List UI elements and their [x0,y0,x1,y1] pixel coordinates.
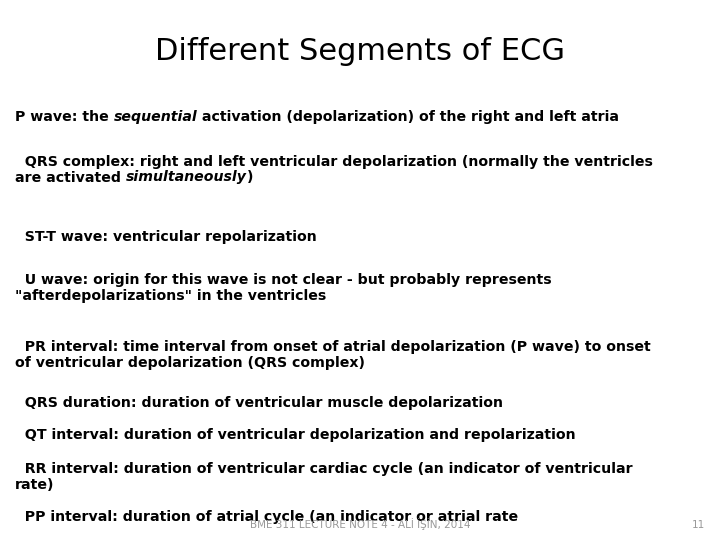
Text: PR interval: time interval from onset of atrial depolarization (P wave) to onset: PR interval: time interval from onset of… [15,340,651,370]
Text: BME 311 LECTURE NOTE 4 - ALİ İŞİN, 2014: BME 311 LECTURE NOTE 4 - ALİ İŞİN, 2014 [250,518,470,530]
Text: QT interval: duration of ventricular depolarization and repolarization: QT interval: duration of ventricular dep… [15,428,575,442]
Text: ST-T wave: ventricular repolarization: ST-T wave: ventricular repolarization [15,230,317,244]
Text: simultaneously: simultaneously [126,170,247,184]
Text: U wave: origin for this wave is not clear - but probably represents
"afterdepola: U wave: origin for this wave is not clea… [15,273,552,303]
Text: P wave: the: P wave: the [15,110,114,124]
Text: Different Segments of ECG: Different Segments of ECG [155,37,565,66]
Text: sequential: sequential [114,110,197,124]
Text: 11: 11 [692,520,705,530]
Text: RR interval: duration of ventricular cardiac cycle (an indicator of ventricular
: RR interval: duration of ventricular car… [15,462,633,492]
Text: PP interval: duration of atrial cycle (an indicator or atrial rate: PP interval: duration of atrial cycle (a… [15,510,518,524]
Text: QRS duration: duration of ventricular muscle depolarization: QRS duration: duration of ventricular mu… [15,396,503,410]
Text: ): ) [247,170,253,184]
Text: activation (depolarization) of the right and left atria: activation (depolarization) of the right… [197,110,619,124]
Text: QRS complex: right and left ventricular depolarization (normally the ventricles
: QRS complex: right and left ventricular … [15,155,653,185]
